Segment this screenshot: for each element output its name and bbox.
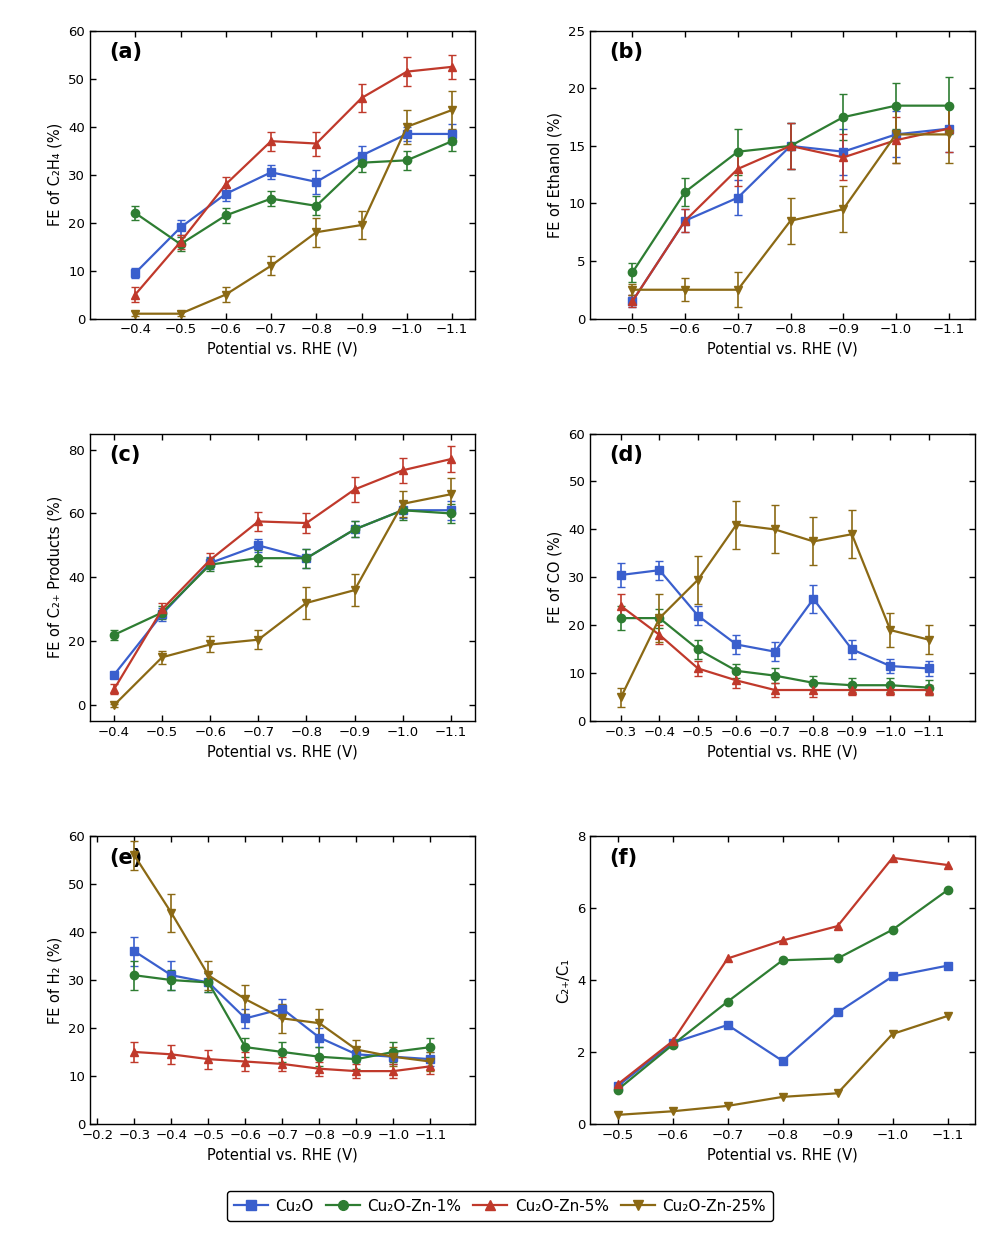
Y-axis label: FE of CO (%): FE of CO (%) <box>548 531 563 624</box>
Legend: Cu₂O, Cu₂O-Zn-1%, Cu₂O-Zn-5%, Cu₂O-Zn-25%: Cu₂O, Cu₂O-Zn-1%, Cu₂O-Zn-5%, Cu₂O-Zn-25… <box>227 1191 773 1221</box>
Text: (a): (a) <box>109 42 142 63</box>
Text: (b): (b) <box>609 42 643 63</box>
X-axis label: Potential vs. RHE (V): Potential vs. RHE (V) <box>207 745 358 760</box>
Y-axis label: FE of C₂₊ Products (%): FE of C₂₊ Products (%) <box>48 496 63 658</box>
Text: (e): (e) <box>109 847 142 868</box>
Y-axis label: C₂₊/C₁: C₂₊/C₁ <box>556 957 571 1003</box>
X-axis label: Potential vs. RHE (V): Potential vs. RHE (V) <box>207 1147 358 1162</box>
X-axis label: Potential vs. RHE (V): Potential vs. RHE (V) <box>207 342 358 357</box>
X-axis label: Potential vs. RHE (V): Potential vs. RHE (V) <box>707 745 858 760</box>
Text: (c): (c) <box>109 445 141 466</box>
Text: (d): (d) <box>609 445 643 466</box>
Y-axis label: FE of H₂ (%): FE of H₂ (%) <box>48 936 63 1024</box>
X-axis label: Potential vs. RHE (V): Potential vs. RHE (V) <box>707 342 858 357</box>
Text: (f): (f) <box>609 847 638 868</box>
Y-axis label: FE of C₂H₄ (%): FE of C₂H₄ (%) <box>48 124 63 226</box>
X-axis label: Potential vs. RHE (V): Potential vs. RHE (V) <box>707 1147 858 1162</box>
Y-axis label: FE of Ethanol (%): FE of Ethanol (%) <box>548 111 563 237</box>
